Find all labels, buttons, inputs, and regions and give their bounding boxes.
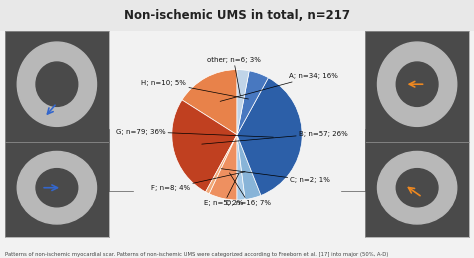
- Wedge shape: [237, 135, 261, 199]
- Circle shape: [17, 151, 97, 224]
- Text: G; n=79; 36%: G; n=79; 36%: [116, 128, 273, 137]
- Text: C; n=2; 1%: C; n=2; 1%: [221, 169, 330, 183]
- Wedge shape: [237, 70, 249, 135]
- Text: other; n=6; 3%: other; n=6; 3%: [207, 57, 261, 96]
- Circle shape: [377, 151, 457, 224]
- Circle shape: [17, 42, 97, 126]
- Text: A; n=34; 16%: A; n=34; 16%: [220, 73, 338, 101]
- Wedge shape: [172, 100, 237, 192]
- Wedge shape: [237, 71, 268, 135]
- Wedge shape: [209, 135, 237, 200]
- Wedge shape: [237, 78, 302, 196]
- Circle shape: [396, 169, 438, 207]
- Wedge shape: [237, 135, 245, 200]
- Wedge shape: [182, 70, 237, 135]
- Text: Patterns of non-ischemic myocardial scar. Patterns of non-ischemic UMS were cate: Patterns of non-ischemic myocardial scar…: [5, 252, 388, 257]
- Circle shape: [36, 62, 78, 106]
- Text: E; n=5; 2%: E; n=5; 2%: [204, 174, 244, 206]
- Wedge shape: [206, 135, 237, 194]
- Text: Non-ischemic UMS in total, n=217: Non-ischemic UMS in total, n=217: [124, 9, 350, 22]
- Circle shape: [377, 42, 457, 126]
- Text: H; n=10; 5%: H; n=10; 5%: [141, 80, 248, 99]
- Circle shape: [36, 169, 78, 207]
- Text: D; n=16; 7%: D; n=16; 7%: [226, 173, 271, 206]
- Text: F; n=8; 4%: F; n=8; 4%: [151, 172, 245, 191]
- Circle shape: [396, 62, 438, 106]
- Text: B; n=57; 26%: B; n=57; 26%: [202, 131, 347, 144]
